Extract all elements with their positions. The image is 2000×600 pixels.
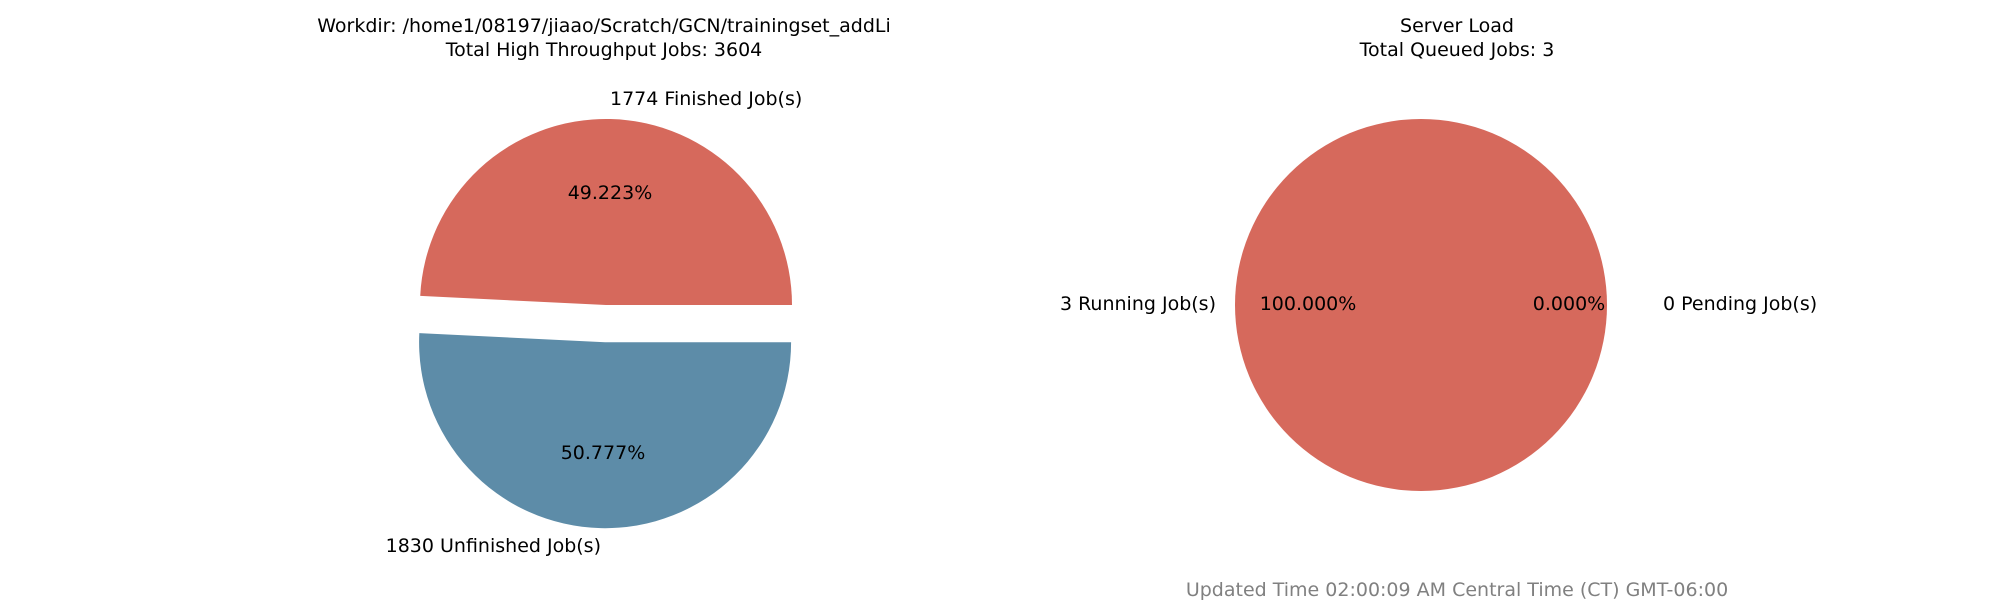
pie-label-finished: 1774 Finished Job(s) — [610, 88, 802, 110]
left-chart-title-line-2: Total High Throughput Jobs: 3604 — [445, 39, 763, 61]
right-chart-title-line-2: Total Queued Jobs: 3 — [1359, 39, 1555, 61]
right-pie-chart: Server Load Total Queued Jobs: 3 100.000… — [1060, 15, 1817, 491]
pie-label-unfinished: 1830 Unfinished Job(s) — [386, 535, 601, 557]
right-chart-title-line-1: Server Load — [1400, 15, 1514, 37]
pie-pct-unfinished: 50.777% — [561, 442, 646, 464]
updated-time-footer: Updated Time 02:00:09 AM Central Time (C… — [1186, 579, 1728, 600]
pie-label-running: 3 Running Job(s) — [1060, 293, 1216, 315]
left-pie-chart: Workdir: /home1/08197/jiaao/Scratch/GCN/… — [317, 15, 891, 557]
pie-slice-running — [1235, 119, 1607, 491]
pie-pct-pending: 0.000% — [1533, 293, 1605, 315]
left-chart-title-line-1: Workdir: /home1/08197/jiaao/Scratch/GCN/… — [317, 15, 891, 37]
pie-slice-unfinished — [419, 333, 792, 529]
pie-slice-finished — [420, 118, 792, 305]
pie-pct-running: 100.000% — [1260, 293, 1357, 315]
pie-label-pending: 0 Pending Job(s) — [1663, 293, 1817, 315]
pie-pct-finished: 49.223% — [568, 182, 653, 204]
